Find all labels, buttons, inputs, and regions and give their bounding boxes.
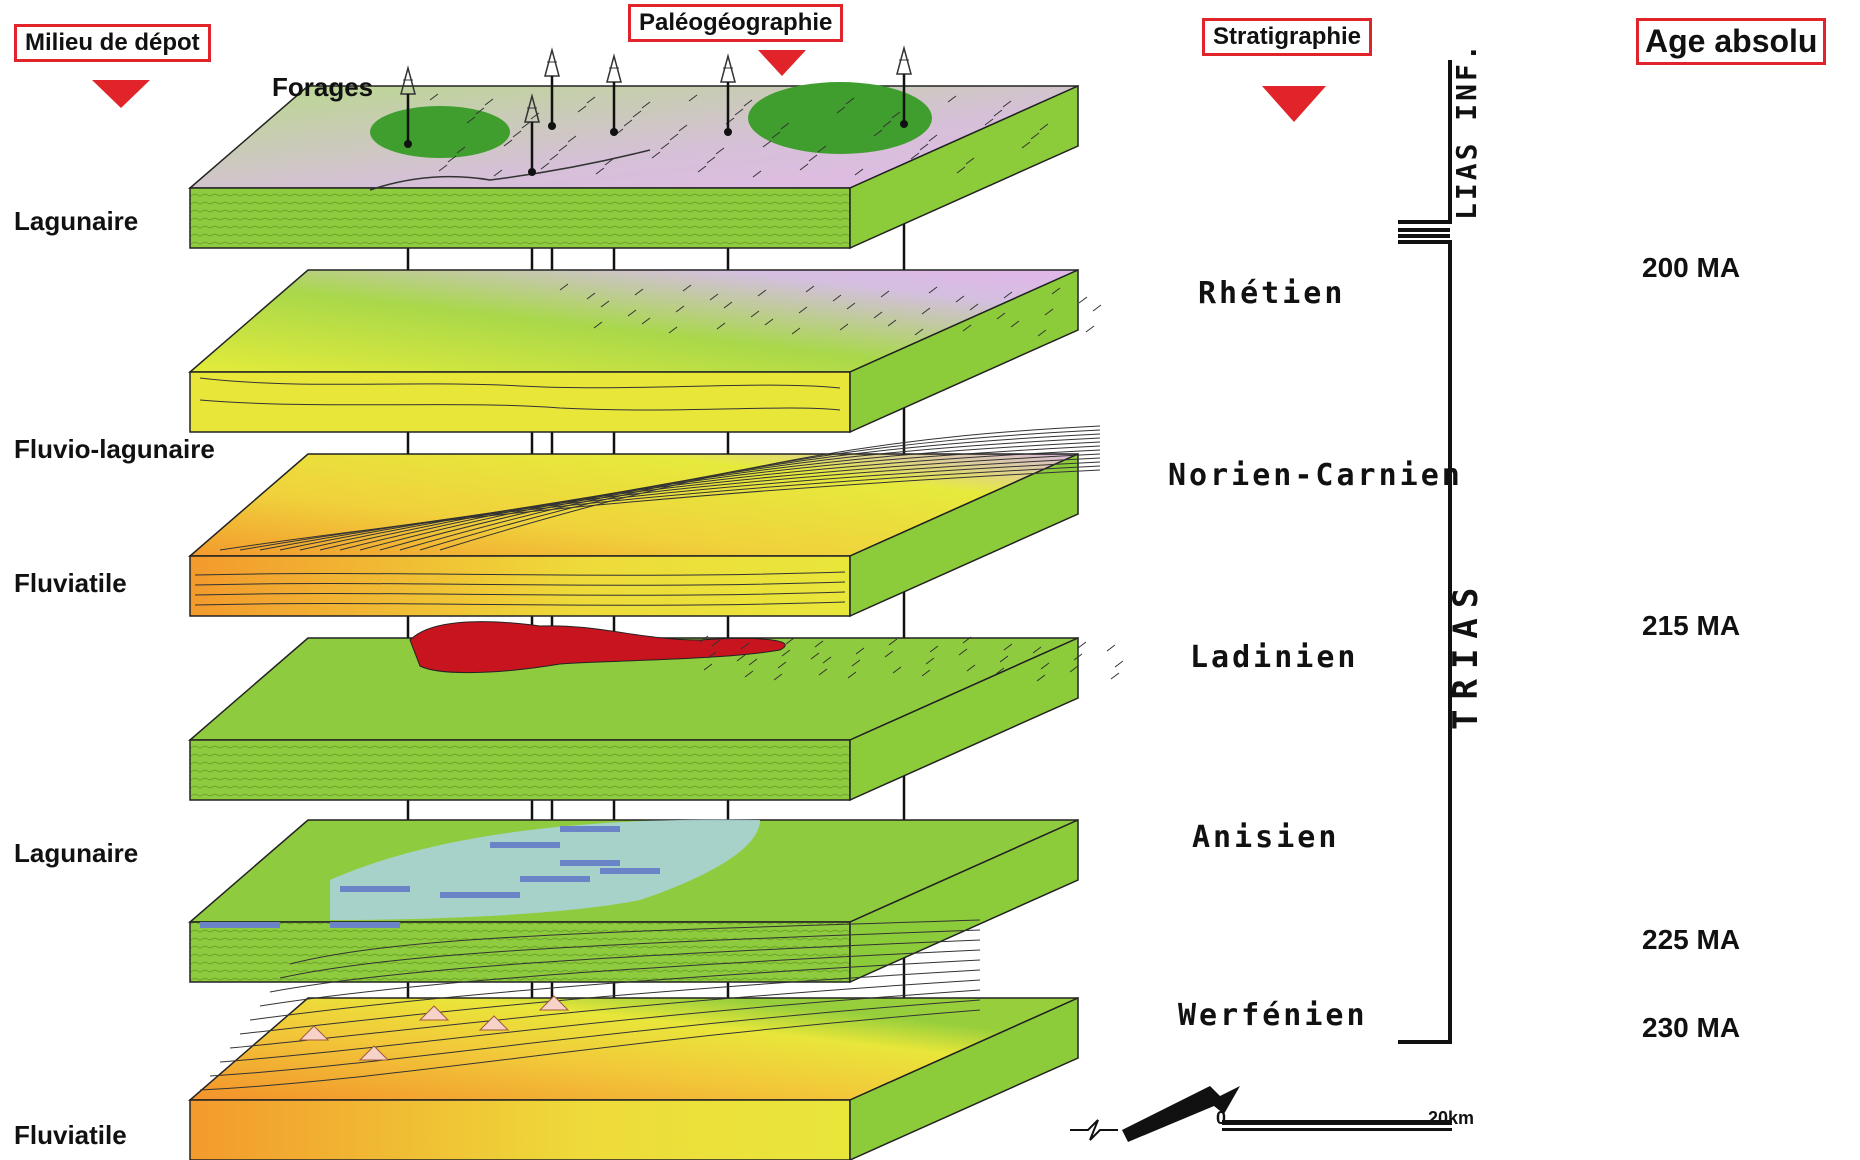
period-bracket (1398, 60, 1452, 1044)
env-label-1: Lagunaire (14, 206, 139, 236)
derrick-icon (524, 93, 540, 176)
slab-werfenien (187, 919, 1079, 1160)
period-trias: TRIAS (1446, 577, 1486, 730)
env-label-2: Fluvio-lagunaire (14, 434, 215, 464)
stage-label-ladinien: Ladinien (1190, 640, 1359, 675)
paleo-header: Paléogéographie (628, 4, 844, 42)
stage-label-anisien: Anisien (1192, 820, 1340, 855)
scale-bar (1222, 1120, 1452, 1125)
north-arrow-icon (1070, 1119, 1118, 1141)
milieu-marker-icon (92, 80, 150, 108)
slab-lias (187, 82, 1079, 250)
slab-norien (187, 425, 1101, 618)
env-label-5: Fluviatile (14, 1120, 127, 1150)
age-215: 215 MA (1642, 610, 1741, 641)
age-header: Age absolu (1636, 18, 1827, 65)
period-lias: LIAS INF. (1450, 41, 1483, 220)
scale-end: 20km (1428, 1108, 1475, 1128)
age-200: 200 MA (1642, 252, 1741, 283)
env-label-4: Lagunaire (14, 838, 139, 868)
slab-rhetien (187, 268, 1102, 434)
milieu-header: Milieu de dépot (14, 24, 211, 62)
derrick-icon (544, 47, 560, 130)
stage-label-rhetien: Rhétien (1198, 276, 1346, 311)
age-230: 230 MA (1642, 1012, 1741, 1043)
direction-arrow-icon (1122, 1086, 1240, 1142)
scale-area (1070, 1086, 1452, 1142)
derrick-icon (400, 65, 416, 148)
age-225: 225 MA (1642, 924, 1741, 955)
strati-marker-icon (1262, 86, 1326, 122)
paleo-marker-icon (758, 50, 806, 76)
strati-header: Stratigraphie (1202, 18, 1373, 56)
env-label-3: Fluviatile (14, 568, 127, 598)
stage-label-werfenien: Werfénien (1178, 998, 1368, 1033)
scale-start: 0 (1216, 1108, 1227, 1128)
derrick-icon (606, 53, 622, 136)
slab-anisien (187, 818, 1079, 984)
forages-label: Forages (272, 72, 374, 102)
derrick-icon (896, 45, 912, 128)
derrick-icon (720, 53, 736, 136)
stage-label-norien: Norien-Carnien (1168, 458, 1463, 493)
header-markers (92, 50, 1326, 122)
slab-ladinien (187, 621, 1124, 802)
